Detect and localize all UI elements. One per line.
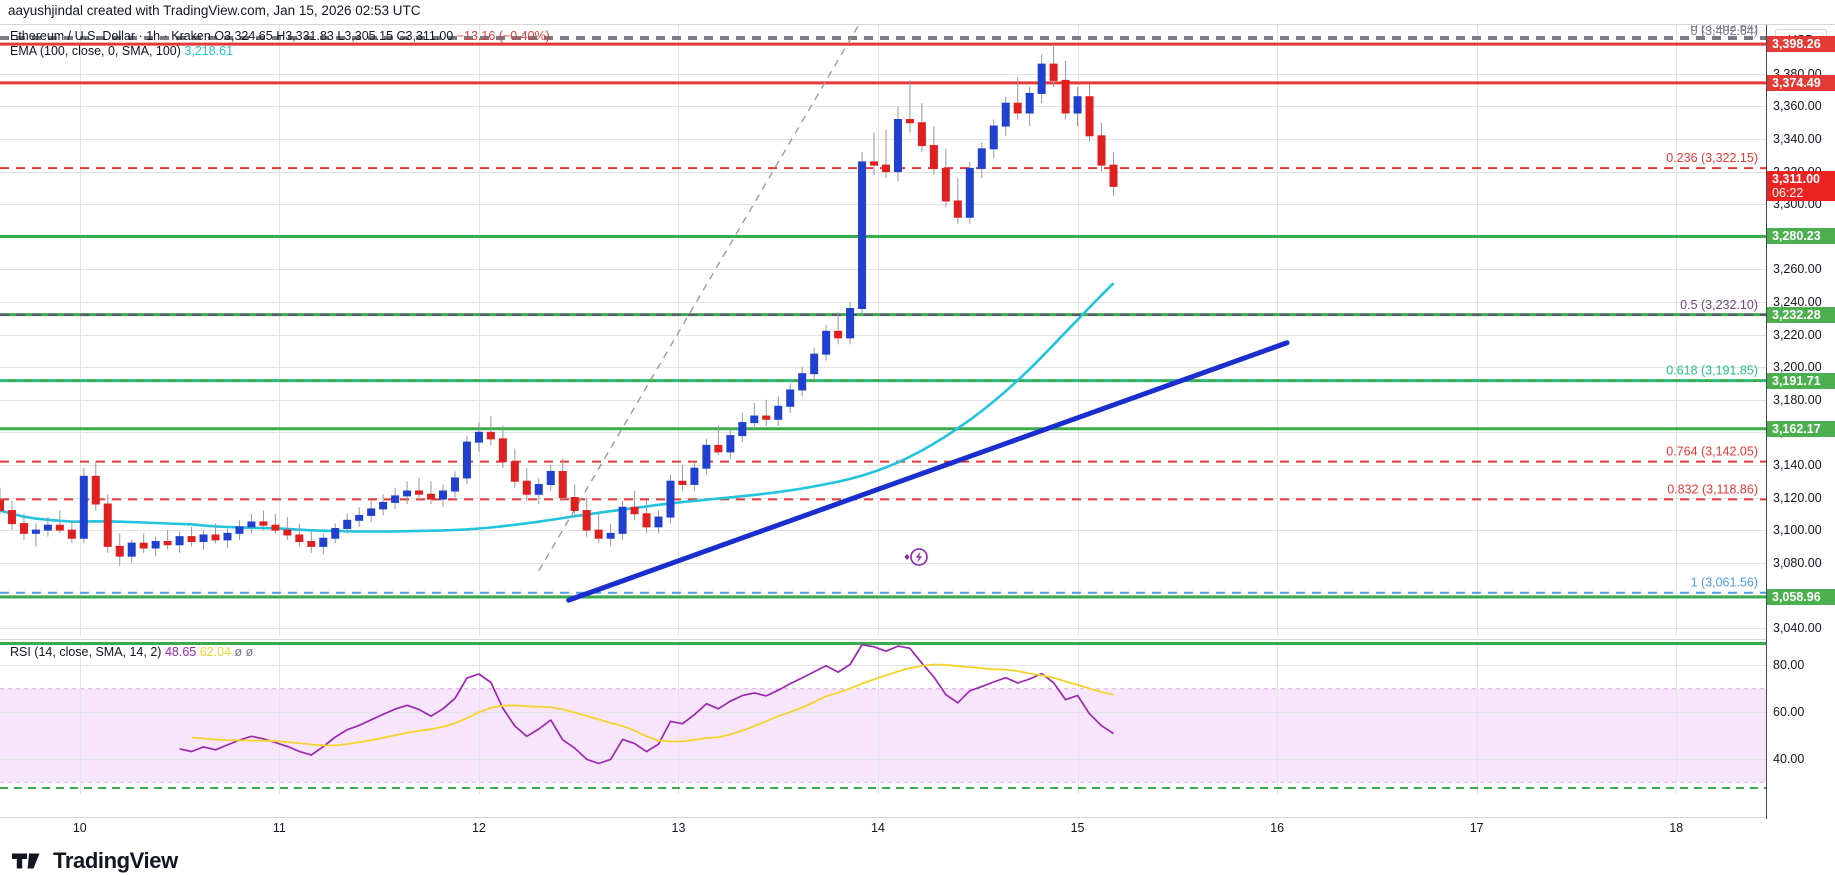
rsi-chart-canvas[interactable] [0,642,1766,794]
rsi-axis-tick: 80.00 [1773,658,1805,673]
time-axis-tick: 12 [471,821,486,835]
price-axis-tick: 3,180.00 [1773,392,1822,407]
footer: TradingView [0,844,1835,875]
tradingview-mark-icon [12,853,40,868]
svg-text:0 (3,402.64): 0 (3,402.64) [1691,25,1758,34]
legend-sep-2: · [163,29,168,43]
time-axis-tick: 11 [272,821,286,835]
svg-text:0.5 (3,232.10): 0.5 (3,232.10) [1680,298,1758,312]
price-axis-tick: 3,340.00 [1773,132,1822,147]
legend-change: −13.16 (−0.40%) [456,29,550,43]
ema-value: 3,218.61 [184,44,234,58]
legend-open: O3,324.65 [214,29,273,43]
time-axis-tick: 15 [1070,821,1085,835]
svg-text:0.764 (3,142.05): 0.764 (3,142.05) [1666,445,1758,459]
svg-text:0.832 (3,118.86): 0.832 (3,118.86) [1667,482,1758,496]
price-axis-tick: 3,040.00 [1773,620,1822,635]
price-axis-tick: 3,120.00 [1773,490,1822,505]
rsi-empty-1: ø [234,645,243,659]
price-axis-tick: 3,220.00 [1773,327,1822,342]
price-axis-tick: 3,100.00 [1773,523,1822,538]
price-axis-badge[interactable]: 3,374.49 [1767,74,1835,91]
price-axis-badge[interactable]: 3,311.00 06:22 [1767,171,1835,202]
pane-divider[interactable] [0,639,1766,640]
price-axis-tick: 3,140.00 [1773,457,1822,472]
rsi-axis-tick: 40.00 [1773,751,1805,766]
price-pane[interactable]: 0 (3,402.64) 0.236 (3,322.15) 0.5 (3,232.1… [0,25,1766,636]
legend-interval[interactable]: 1h [146,29,161,43]
rsi-empty-2: ø [245,645,254,659]
svg-text:1 (3,061.56): 1 (3,061.56) [1691,576,1758,590]
price-axis-badge[interactable]: 3,162.17 [1767,420,1835,437]
attribution-text: aayushjindal created with TradingView.co… [8,3,421,18]
time-axis-tick: 16 [1270,821,1285,835]
svg-text:0 (3,402.64): 0 (3,402.64) [1691,25,1758,38]
chart-legend: Ethereum / U.S. Dollar · 1h · Kraken O3,… [10,29,550,44]
price-axis-tick: 3,360.00 [1773,99,1822,114]
legend-high: H3,331.83 [276,29,334,43]
rsi-pane[interactable]: RSI (14, close, SMA, 14, 2) 48.65 62.04 … [0,642,1766,794]
rsi-legend: RSI (14, close, SMA, 14, 2) 48.65 62.04 … [10,645,253,659]
time-axis-tick: 13 [671,821,686,835]
svg-text:0.618 (3,191.85): 0.618 (3,191.85) [1666,363,1758,377]
countdown-text: 06:22 [1772,186,1804,201]
legend-exchange: Kraken [171,29,211,43]
indicator-legend-ema: EMA (100, close, 0, SMA, 100) 3,218.61 [10,44,233,59]
legend-symbol[interactable]: Ethereum / U.S. Dollar [10,29,136,43]
rsi-value: 48.65 [164,645,197,659]
price-axis[interactable]: USD 3,380.003,360.003,340.003,320.003,30… [1766,25,1835,819]
price-axis-badge[interactable]: 3,280.23 [1767,228,1835,245]
time-axis-tick: 18 [1669,821,1684,835]
time-axis[interactable]: 10 11 12 13 14 15 16 17 18 [0,818,1835,844]
price-axis-tick: 3,200.00 [1773,360,1822,375]
rsi-sma-value: 62.04 [199,645,231,659]
rsi-axis-tick: 60.00 [1773,705,1805,720]
rsi-label[interactable]: RSI (14, close, SMA, 14, 2) [10,645,162,659]
price-axis-tick: 3,240.00 [1773,294,1822,309]
ema-label[interactable]: EMA (100, close, 0, SMA, 100) [10,44,181,58]
price-axis-badge[interactable]: 3,398.26 [1767,36,1835,53]
ai-lightning-icon[interactable] [902,546,932,572]
price-axis-tick: 3,080.00 [1773,555,1822,570]
price-axis-badge[interactable]: 3,232.28 [1767,306,1835,323]
price-chart-canvas[interactable]: 0 (3,402.64) 0.236 (3,322.15) 0.5 (3,232.1… [0,25,1766,636]
tradingview-logo[interactable]: TradingView [12,848,178,874]
time-axis-tick: 14 [871,821,885,835]
legend-low: L3,305.15 [337,29,393,43]
time-axis-tick: 17 [1469,821,1484,835]
price-axis-badge[interactable]: 3,058.96 [1767,588,1835,605]
legend-sep-1: · [138,29,143,43]
price-axis-tick: 3,260.00 [1773,262,1822,277]
chart-frame: 0 (3,402.64) 0.236 (3,322.15) 0.5 (3,232.1… [0,24,1835,819]
tradingview-wordmark: TradingView [53,848,178,873]
legend-close: C3,311.00 [396,29,454,43]
time-axis-tick: 10 [72,821,87,835]
svg-text:0.236 (3,322.15): 0.236 (3,322.15) [1666,151,1758,165]
price-axis-badge[interactable]: 3,191.71 [1767,372,1835,389]
